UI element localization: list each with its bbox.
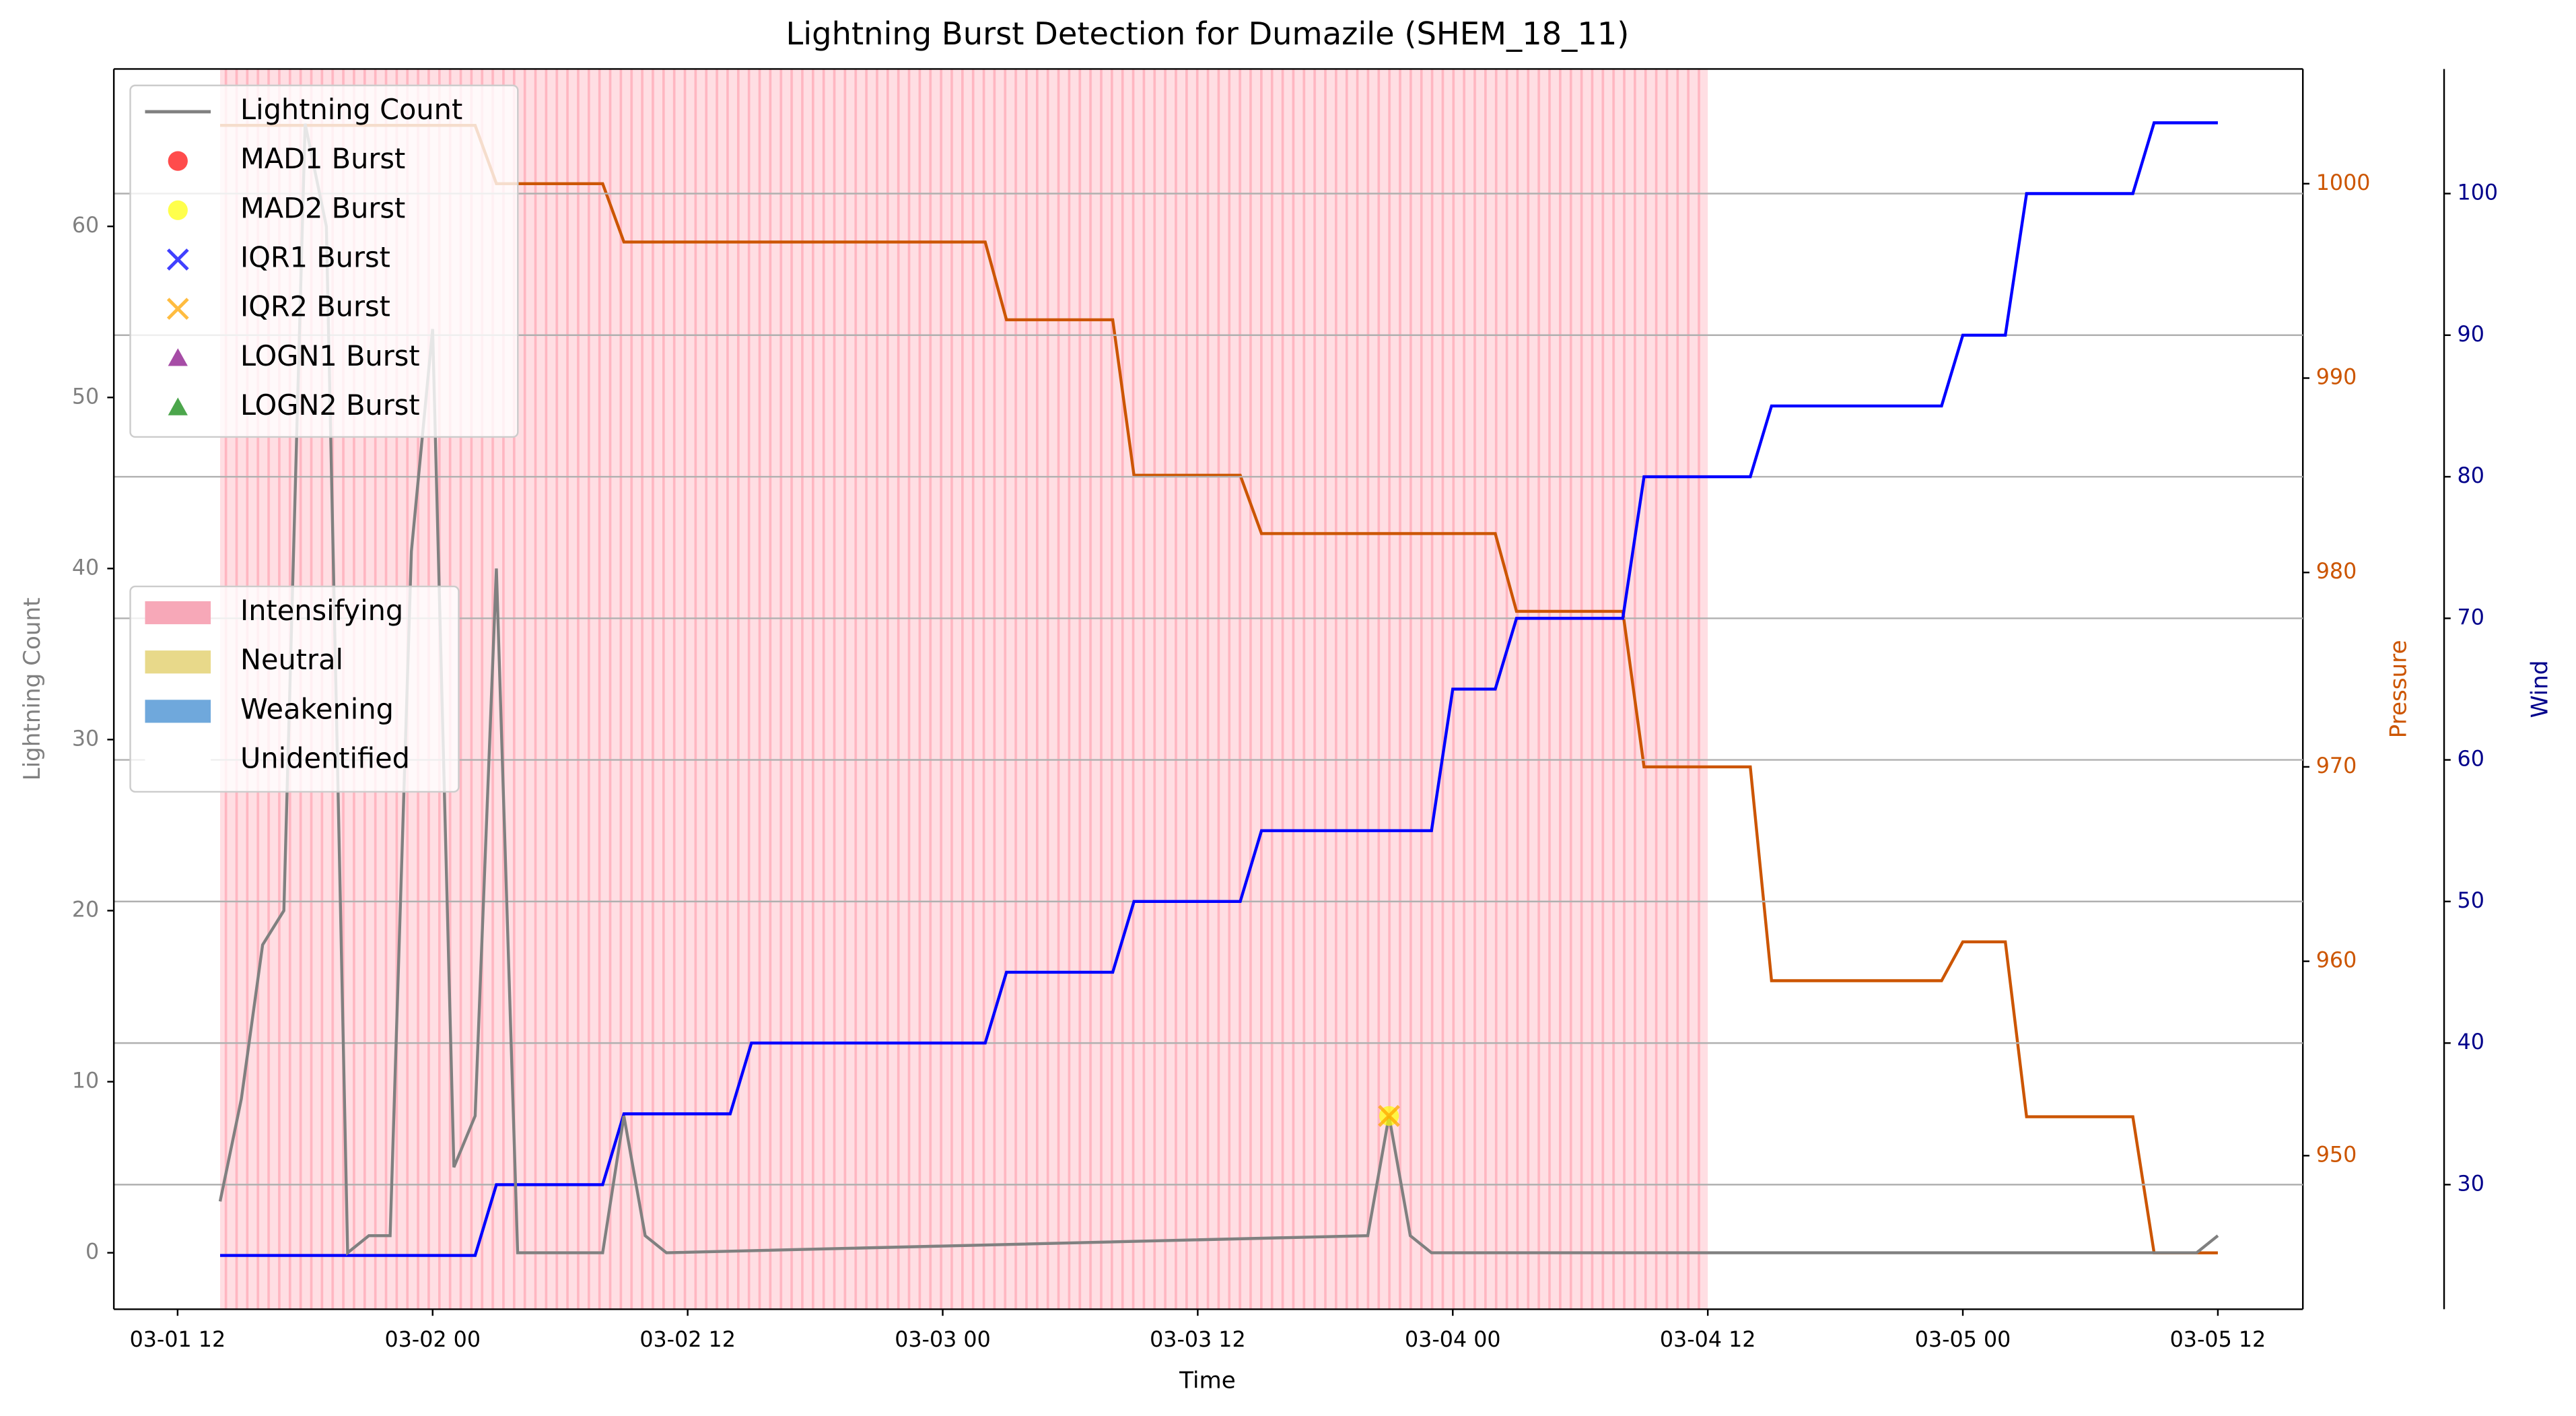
legend-label: IQR1 Burst [240, 241, 390, 273]
y-tick-label: 100 [2458, 181, 2499, 205]
y-tick-label: 950 [2316, 1143, 2357, 1167]
y-tick-label: 990 [2316, 366, 2357, 390]
legend-label: Unidentified [240, 743, 410, 775]
x-tick-label: 03-05 00 [1915, 1328, 2011, 1352]
y-axis-label: Lightning Count [19, 598, 46, 781]
legend-box [129, 585, 460, 793]
legend-label: LOGN2 Burst [240, 389, 420, 422]
marker-x [166, 248, 189, 271]
y-tick-label: 80 [2458, 464, 2484, 488]
legend-box [129, 84, 519, 438]
y-tick-label: 30 [72, 727, 99, 751]
legend: Lightning Count MAD1 Burst MAD2 Burst IQR1 … [129, 84, 519, 438]
y-tick-label: 40 [2458, 1030, 2484, 1054]
y-axis-label: Pressure [2386, 640, 2412, 739]
legend-label: Intensifying [240, 595, 403, 627]
x-tick-label: 03-02 00 [384, 1328, 481, 1352]
marker-circle [168, 200, 188, 220]
chart-title: Lightning Burst Detection for Dumazile (… [786, 15, 1629, 52]
y-tick-label: 0 [85, 1240, 99, 1265]
legend-label: Lightning Count [240, 94, 462, 126]
y-tick-label: 90 [2458, 323, 2484, 347]
y-tick-label: 50 [2458, 889, 2484, 913]
legend-label: LOGN1 Burst [240, 340, 420, 372]
y-tick-label: 960 [2316, 949, 2357, 973]
y-tick-label: 970 [2316, 754, 2357, 778]
legend-label: Weakening [240, 693, 394, 725]
marker-triangle [168, 348, 188, 366]
legend-patch [145, 601, 211, 625]
y-tick-label: 20 [72, 898, 99, 922]
y-tick-label: 1000 [2316, 171, 2371, 195]
legend-patch [145, 700, 211, 723]
y-tick-label: 980 [2316, 560, 2357, 584]
legend-label: MAD2 Burst [240, 192, 405, 224]
marker-x [1378, 1104, 1400, 1127]
line-series [220, 121, 2218, 1257]
x-tick-label: 03-02 12 [639, 1328, 736, 1352]
x-axis-label: Time [1179, 1367, 1236, 1394]
legend-label: Neutral [240, 644, 343, 676]
y-tick-label: 70 [2458, 605, 2484, 630]
x-tick-label: 03-03 00 [895, 1328, 991, 1352]
y-tick-label: 40 [72, 555, 99, 580]
marker-triangle [168, 397, 188, 415]
marker-x [166, 298, 189, 321]
x-tick-label: 03-01 12 [130, 1328, 226, 1352]
legend-patch [145, 749, 211, 772]
legend: Intensifying Neutral Weakening Unidentified [129, 585, 460, 793]
line-series [220, 123, 2218, 1254]
x-tick-label: 03-04 12 [1660, 1328, 1756, 1352]
y-tick-label: 50 [72, 384, 99, 409]
marker-circle [168, 151, 188, 171]
y-tick-label: 10 [72, 1069, 99, 1093]
y-tick-label: 30 [2458, 1172, 2484, 1196]
legend-label: MAD1 Burst [240, 143, 405, 175]
legend-patch [145, 650, 211, 674]
y-axis-label: Wind [2526, 661, 2553, 718]
x-tick-label: 03-05 12 [2170, 1328, 2266, 1352]
x-tick-label: 03-03 12 [1150, 1328, 1246, 1352]
legend-label: IQR2 Burst [240, 291, 390, 323]
y-tick-label: 60 [2458, 747, 2484, 772]
x-tick-label: 03-04 00 [1405, 1328, 1501, 1352]
y-tick-label: 60 [72, 213, 99, 238]
